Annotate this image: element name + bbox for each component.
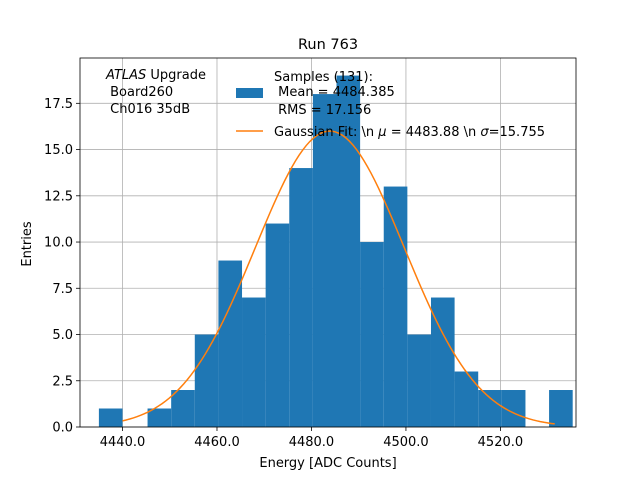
axes-frame bbox=[79, 57, 577, 428]
channel-label: Ch016 35dB bbox=[106, 102, 190, 117]
upgrade-text: Upgrade bbox=[146, 68, 206, 83]
histogram-bar bbox=[454, 371, 479, 427]
histogram-bar bbox=[360, 242, 384, 427]
y-tick-label: 0.0 bbox=[52, 421, 73, 436]
y-tick-label: 7.5 bbox=[52, 282, 73, 297]
x-tick-label: 4480.0 bbox=[289, 435, 335, 450]
y-tick-label: 12.5 bbox=[44, 189, 73, 204]
y-tick-label: 5.0 bbox=[52, 328, 73, 343]
histogram-bar bbox=[383, 186, 408, 427]
histogram-bar bbox=[171, 390, 195, 427]
y-tick-label: 10.0 bbox=[44, 236, 73, 251]
histogram-bar bbox=[265, 223, 290, 427]
chart-title: Run 763 bbox=[298, 37, 358, 53]
histogram-bar bbox=[98, 408, 123, 427]
legend-fit-pre: Gaussian Fit: \n bbox=[274, 125, 378, 140]
legend: Samples (131): Mean = 4484.385 RMS = 17.… bbox=[236, 70, 545, 140]
legend-samples-line2: Mean = 4484.385 bbox=[274, 85, 395, 100]
histogram-bar bbox=[407, 334, 431, 427]
histogram-bar bbox=[242, 297, 266, 427]
x-tick-label: 4500.0 bbox=[383, 435, 429, 450]
legend-fit-sigma: σ bbox=[480, 125, 489, 140]
histogram-bar bbox=[478, 390, 502, 427]
histogram-bar bbox=[312, 94, 337, 427]
histogram-bars bbox=[98, 75, 573, 428]
axis-ticks: 4440.0 4460.0 4480.0 4500.0 4520.0 0.0 2.5 5.0 7… bbox=[44, 97, 523, 450]
x-tick-label: 4440.0 bbox=[100, 435, 146, 450]
x-axis-label: Energy [ADC Counts] bbox=[259, 456, 396, 471]
histogram-bar bbox=[194, 334, 219, 427]
legend-samples-line1: Samples (131): bbox=[274, 70, 373, 85]
histogram-bar bbox=[147, 408, 172, 427]
histogram-bar bbox=[430, 297, 455, 427]
x-tick-label: 4520.0 bbox=[478, 435, 524, 450]
atlas-annotation: ATLAS Upgrade Board260 Ch016 35dB bbox=[105, 68, 206, 117]
legend-samples-line3: RMS = 17.156 bbox=[274, 103, 371, 118]
gaussian-fit-curve bbox=[122, 130, 555, 425]
legend-fit-mid: = 4483.88 \n bbox=[387, 125, 481, 140]
legend-histogram-patch bbox=[236, 88, 263, 98]
legend-fit-post: =15.755 bbox=[489, 125, 545, 140]
y-tick-label: 15.0 bbox=[44, 143, 73, 158]
board-label: Board260 bbox=[106, 85, 173, 100]
histogram-bar bbox=[549, 390, 573, 427]
atlas-italic: ATLAS bbox=[105, 68, 146, 83]
y-tick-label: 2.5 bbox=[52, 374, 73, 389]
histogram-bar bbox=[218, 260, 243, 427]
y-tick-label: 17.5 bbox=[44, 97, 73, 112]
y-axis-label: Entries bbox=[20, 221, 35, 267]
histogram-bar bbox=[501, 390, 526, 427]
histogram-bar bbox=[289, 168, 313, 428]
histogram-bar bbox=[336, 75, 361, 428]
x-tick-label: 4460.0 bbox=[194, 435, 240, 450]
legend-fit-label: Gaussian Fit: \n μ = 4483.88 \n σ=15.755 bbox=[274, 125, 545, 140]
legend-fit-mu: μ bbox=[377, 125, 386, 140]
atlas-label: ATLAS Upgrade bbox=[105, 68, 206, 83]
